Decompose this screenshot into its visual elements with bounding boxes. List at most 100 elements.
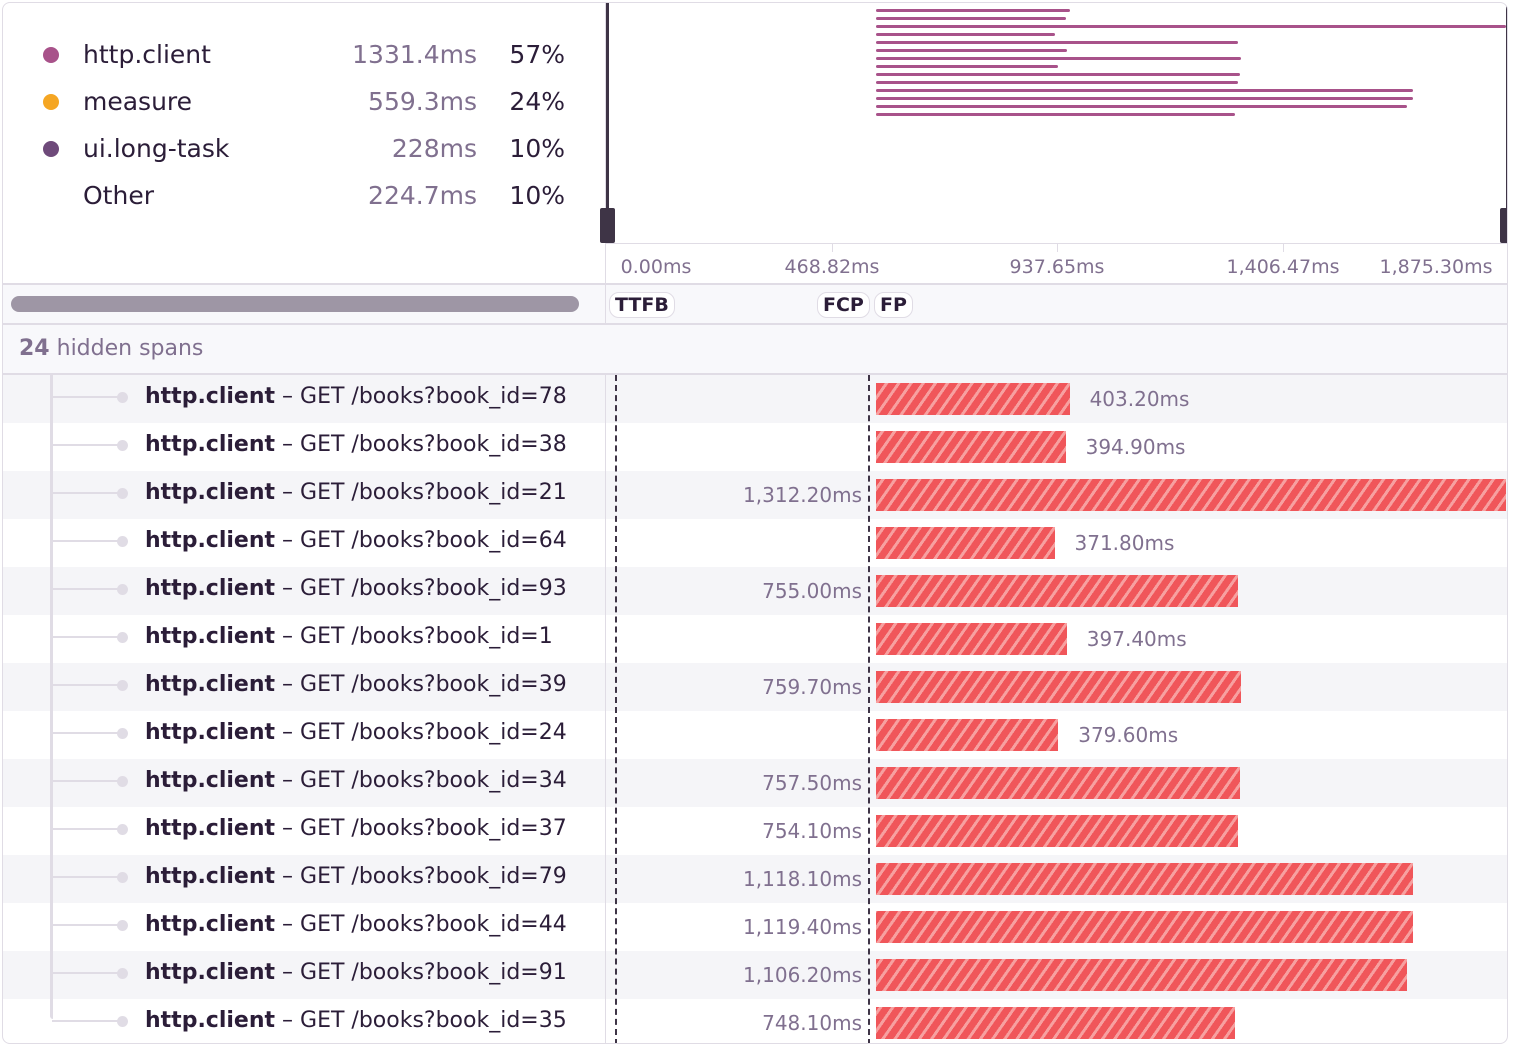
hidden-spans-toggle[interactable]: 24 hidden spans [3, 325, 1507, 373]
span-label[interactable]: http.client – GET /books?book_id=1 [145, 624, 553, 649]
span-label[interactable]: http.client – GET /books?book_id=38 [145, 432, 567, 457]
span-row[interactable]: http.client – GET /books?book_id=91 1,10… [3, 951, 1507, 999]
span-row[interactable]: http.client – GET /books?book_id=64 371.… [3, 519, 1507, 567]
span-bar[interactable] [876, 527, 1055, 559]
legend-percent: 10% [509, 134, 565, 163]
span-row[interactable]: http.client – GET /books?book_id=21 1,31… [3, 471, 1507, 519]
span-row[interactable]: http.client – GET /books?book_id=24 379.… [3, 711, 1507, 759]
span-duration: 1,118.10ms [743, 867, 862, 891]
legend-name: Other [83, 181, 154, 210]
ttfb-line [615, 375, 617, 1043]
tree-connector [52, 684, 122, 686]
span-row[interactable]: http.client – GET /books?book_id=78 403.… [3, 375, 1507, 423]
span-label[interactable]: http.client – GET /books?book_id=34 [145, 768, 567, 793]
span-op: http.client [145, 816, 276, 841]
span-bar[interactable] [876, 1007, 1236, 1039]
span-label[interactable]: http.client – GET /books?book_id=79 [145, 864, 567, 889]
legend-duration: 224.7ms [368, 181, 477, 210]
minimap-span-bar [876, 57, 1241, 60]
minimap-span-bar [876, 65, 1059, 68]
span-row[interactable]: http.client – GET /books?book_id=38 394.… [3, 423, 1507, 471]
span-row[interactable]: http.client – GET /books?book_id=37 754.… [3, 807, 1507, 855]
span-bar[interactable] [876, 623, 1067, 655]
axis-tick [1057, 244, 1058, 252]
tree-connector [52, 876, 122, 878]
span-bar[interactable] [876, 671, 1241, 703]
tree-connector [52, 828, 122, 830]
minimap[interactable] [600, 3, 1507, 243]
axis-tick-label: 937.65ms [1009, 256, 1105, 278]
span-label[interactable]: http.client – GET /books?book_id=64 [145, 528, 567, 553]
span-bar[interactable] [876, 815, 1239, 847]
hidden-label: hidden spans [56, 336, 204, 361]
span-label[interactable]: http.client – GET /books?book_id=21 [145, 480, 567, 505]
minimap-right-handle[interactable] [1500, 3, 1507, 243]
scroll-row: TTFB FCP FP [3, 285, 1507, 323]
horizontal-scrollbar[interactable] [11, 296, 579, 312]
span-bar[interactable] [876, 431, 1066, 463]
legend-name: http.client [83, 40, 211, 69]
tree-node-icon [117, 1016, 128, 1027]
span-bar[interactable] [876, 383, 1070, 415]
marker-ttfb[interactable]: TTFB [609, 292, 675, 318]
span-description: GET /books?book_id=64 [300, 528, 567, 553]
tree-node-icon [117, 584, 128, 595]
tree-node-icon [117, 392, 128, 403]
span-bar[interactable] [876, 575, 1239, 607]
span-bar[interactable] [876, 959, 1408, 991]
span-bar[interactable] [876, 863, 1413, 895]
span-duration: 754.10ms [762, 819, 862, 843]
axis-tick-label: 1,406.47ms [1226, 256, 1340, 278]
span-bar[interactable] [876, 911, 1414, 943]
span-description: GET /books?book_id=38 [300, 432, 567, 457]
span-row[interactable]: http.client – GET /books?book_id=34 757.… [3, 759, 1507, 807]
span-description: GET /books?book_id=21 [300, 480, 567, 505]
span-bar[interactable] [876, 719, 1059, 751]
span-label[interactable]: http.client – GET /books?book_id=35 [145, 1008, 567, 1033]
operation-breakdown: http.client 1331.4ms 57% measure 559.3ms … [3, 3, 605, 283]
tree-node-icon [117, 440, 128, 451]
span-label[interactable]: http.client – GET /books?book_id=37 [145, 816, 567, 841]
span-label[interactable]: http.client – GET /books?book_id=24 [145, 720, 567, 745]
span-op: http.client [145, 672, 276, 697]
span-row[interactable]: http.client – GET /books?book_id=93 755.… [3, 567, 1507, 615]
span-duration: 1,312.20ms [743, 483, 862, 507]
span-bar[interactable] [876, 479, 1506, 511]
span-label[interactable]: http.client – GET /books?book_id=78 [145, 384, 567, 409]
span-description: GET /books?book_id=24 [300, 720, 567, 745]
span-label[interactable]: http.client – GET /books?book_id=39 [145, 672, 567, 697]
time-axis: 0.00ms 468.82ms 937.65ms 1,406.47ms 1,875.30… [606, 243, 1507, 283]
span-row[interactable]: http.client – GET /books?book_id=44 1,11… [3, 903, 1507, 951]
minimap-span-bar [876, 73, 1240, 76]
minimap-span-bar [876, 49, 1067, 52]
span-row[interactable]: http.client – GET /books?book_id=39 759.… [3, 663, 1507, 711]
span-duration: 1,106.20ms [743, 963, 862, 987]
span-row[interactable]: http.client – GET /books?book_id=79 1,11… [3, 855, 1507, 903]
axis-tick [1283, 244, 1284, 252]
span-op: http.client [145, 768, 276, 793]
span-duration: 755.00ms [762, 579, 862, 603]
tree-node-icon [117, 968, 128, 979]
span-duration: 748.10ms [762, 1011, 862, 1035]
minimap-span-bar [876, 33, 1055, 36]
marker-fcp[interactable]: FCP [817, 292, 870, 318]
tree-connector [52, 492, 122, 494]
tree-connector [52, 924, 122, 926]
span-label[interactable]: http.client – GET /books?book_id=91 [145, 960, 567, 985]
span-row[interactable]: http.client – GET /books?book_id=1 397.4… [3, 615, 1507, 663]
span-description: GET /books?book_id=1 [300, 624, 553, 649]
span-bar[interactable] [876, 767, 1240, 799]
span-label[interactable]: http.client – GET /books?book_id=93 [145, 576, 567, 601]
minimap-left-handle[interactable] [600, 3, 615, 243]
span-op: http.client [145, 528, 276, 553]
minimap-span-bar [876, 9, 1070, 12]
span-duration: 403.20ms [1089, 387, 1190, 411]
minimap-span-bar [876, 17, 1066, 20]
span-row[interactable]: http.client – GET /books?book_id=35 748.… [3, 999, 1507, 1043]
tree-node-icon [117, 488, 128, 499]
marker-fp[interactable]: FP [874, 292, 913, 318]
span-label[interactable]: http.client – GET /books?book_id=44 [145, 912, 567, 937]
legend-dot-icon [43, 94, 59, 110]
tree-node-icon [117, 536, 128, 547]
legend-item: Other 224.7ms 10% [3, 176, 603, 216]
